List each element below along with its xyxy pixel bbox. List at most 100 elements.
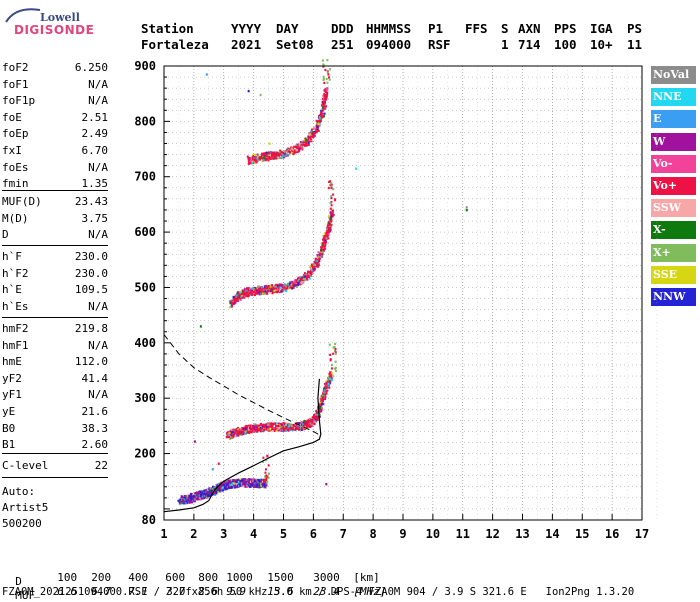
echo-point (205, 490, 208, 493)
param-value: 230.0 (74, 266, 108, 280)
param-name: foEs (2, 160, 29, 174)
echo-point (315, 264, 318, 267)
echo-point (234, 297, 237, 300)
echo-point (224, 482, 227, 485)
echo-point (235, 429, 238, 433)
echo-point (230, 429, 233, 433)
echo-point (317, 265, 320, 268)
echo-point (258, 480, 261, 483)
param-row-hf2: h`F2 230.0 (2, 266, 108, 282)
param-name: yE (2, 405, 16, 418)
echo-point (246, 287, 249, 290)
echo-point (309, 133, 312, 136)
echo-point (224, 485, 227, 488)
echo-point (273, 428, 276, 432)
echo-point (335, 369, 338, 373)
param-name: foF2 (2, 61, 29, 74)
echo-point (299, 428, 302, 431)
echo-point (327, 237, 330, 240)
echo-point (228, 306, 231, 309)
echo-point (329, 202, 332, 205)
echo-point (329, 184, 332, 187)
echo-point (254, 423, 257, 426)
echo-point (332, 193, 335, 196)
echo-point (262, 153, 265, 156)
echo-point (330, 371, 333, 375)
echo-point (283, 425, 286, 428)
header-pps-value: 100 (554, 37, 577, 52)
echo-point (247, 162, 250, 165)
header-ffs-label: FFS (465, 21, 488, 36)
echo-point (317, 262, 320, 266)
legend-item-xplus: X+ (651, 243, 696, 262)
echo-point (197, 497, 200, 501)
param-value: 21.6 (81, 405, 109, 418)
echo-point (292, 281, 295, 284)
echo-point (315, 259, 318, 263)
echo-point (330, 379, 333, 382)
echo-point (287, 148, 290, 151)
echo-point (247, 430, 250, 434)
echo-point (274, 427, 277, 430)
echo-point (292, 148, 295, 152)
echo-point (313, 130, 316, 134)
echo-point (275, 283, 278, 286)
echo-point (327, 186, 330, 190)
echo-point (289, 423, 292, 426)
echo-point (227, 430, 230, 434)
param-separator (2, 317, 108, 318)
param-row-hes: h`Es N/A (2, 299, 108, 315)
echo-point (256, 159, 259, 162)
echo-point (260, 484, 263, 488)
echo-point (323, 241, 326, 244)
echo-point (265, 477, 268, 480)
echo-point (323, 391, 326, 394)
echo-point (289, 286, 292, 289)
echo-point (330, 182, 333, 185)
echo-point (213, 486, 216, 489)
echo-point (322, 241, 325, 245)
echo-point (300, 428, 303, 431)
echo-point (201, 493, 204, 496)
echo-point (230, 481, 233, 484)
echo-point (329, 211, 332, 214)
echo-point (249, 428, 252, 431)
footer-distance-row: D 100 200 400 600 800 1000 1500 3000 [km] (2, 558, 417, 588)
echo-point (263, 481, 266, 484)
echo-point (278, 286, 281, 289)
echo-point (247, 159, 250, 162)
header-day-value: Set08 (276, 37, 314, 52)
echo-point (312, 134, 315, 137)
echo-point (249, 426, 252, 430)
echo-point (274, 285, 277, 288)
x-tick-label: 16 (605, 527, 619, 541)
header-iga-value: 10+ (590, 37, 613, 52)
echo-point (225, 483, 228, 486)
echo-point (183, 496, 186, 500)
echo-point (247, 428, 250, 431)
chart-echo-points (177, 59, 468, 506)
echo-point (180, 500, 183, 503)
echo-point (256, 481, 259, 484)
echo-point (302, 425, 305, 428)
echo-point (258, 289, 261, 292)
true-height-profile-line (163, 378, 322, 513)
echo-point (318, 119, 321, 123)
echo-point (254, 293, 257, 296)
echo-point (238, 297, 241, 300)
echo-point (211, 468, 214, 471)
echo-point (287, 147, 290, 150)
echo-point (305, 420, 308, 423)
echo-point (226, 431, 229, 435)
echo-point (302, 143, 305, 147)
echo-point (242, 432, 245, 435)
echo-point (291, 424, 294, 427)
echo-point (291, 428, 294, 432)
echo-point (260, 287, 263, 290)
echo-point (324, 94, 327, 97)
echo-point (328, 224, 331, 227)
echo-point (251, 428, 254, 432)
echo-point (315, 130, 318, 133)
echo-point (239, 297, 242, 300)
echo-point (311, 269, 314, 272)
